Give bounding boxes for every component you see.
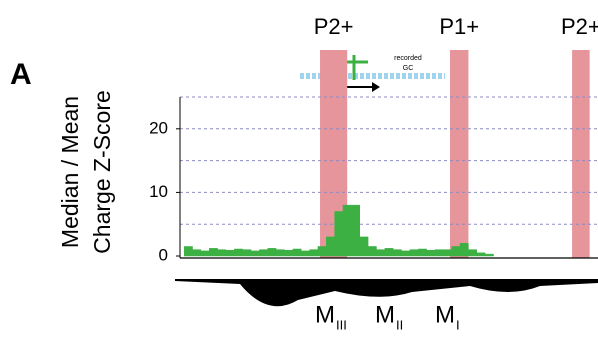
region-subscript: II xyxy=(396,317,403,332)
inset-label: GC xyxy=(403,65,414,72)
highlight-band xyxy=(572,50,590,258)
panel-label: A xyxy=(10,58,32,91)
region-subscript: III xyxy=(336,317,347,332)
highlight-label: P2+ xyxy=(561,14,598,39)
depth-profile xyxy=(175,279,598,307)
y-axis-label: Median / Mean xyxy=(57,96,83,248)
region-label: M xyxy=(375,301,395,328)
z-score-area xyxy=(183,204,494,257)
region-subscript: I xyxy=(456,317,460,332)
y-tick-label: 20 xyxy=(149,118,168,137)
y-tick-label: 0 xyxy=(159,245,168,264)
highlight-label: P1+ xyxy=(439,14,479,39)
highlight-band xyxy=(450,50,469,258)
region-label: M xyxy=(315,301,335,328)
region-label: M xyxy=(435,301,455,328)
y-axis-label: Charge Z-Score xyxy=(89,90,115,254)
y-tick-label: 10 xyxy=(149,182,168,201)
inset-label: recorded xyxy=(394,55,422,62)
highlight-label: P2+ xyxy=(314,14,354,39)
